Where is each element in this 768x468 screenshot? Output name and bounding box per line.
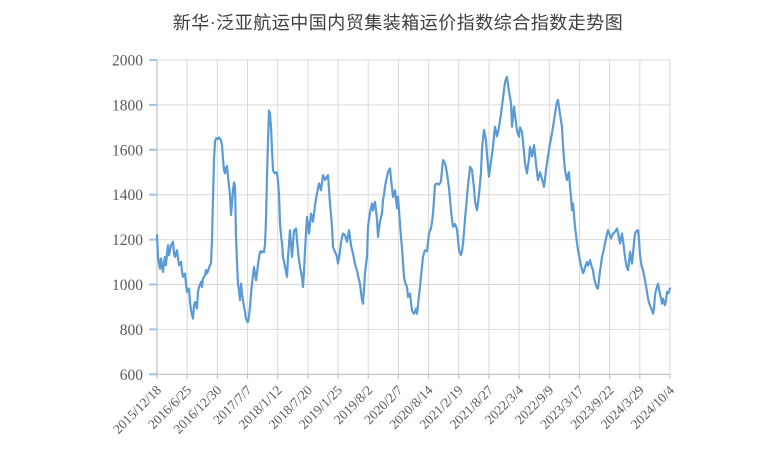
y-axis-tick-label: 1000 [112, 277, 143, 294]
y-axis-tick-label: 600 [120, 367, 144, 384]
y-axis-tick-label: 1400 [112, 187, 143, 204]
y-axis-tick-label: 2000 [112, 53, 143, 70]
chart-title: 新华·泛亚航运中国内贸集装箱运价指数综合指数走势图 [172, 13, 624, 33]
y-axis-tick-label: 1200 [112, 232, 143, 249]
index-series-line [155, 75, 672, 324]
y-axis-tick-label: 1600 [112, 142, 143, 159]
y-axis-tick-label: 800 [120, 322, 144, 339]
y-axis-tick-label: 1800 [112, 97, 143, 114]
